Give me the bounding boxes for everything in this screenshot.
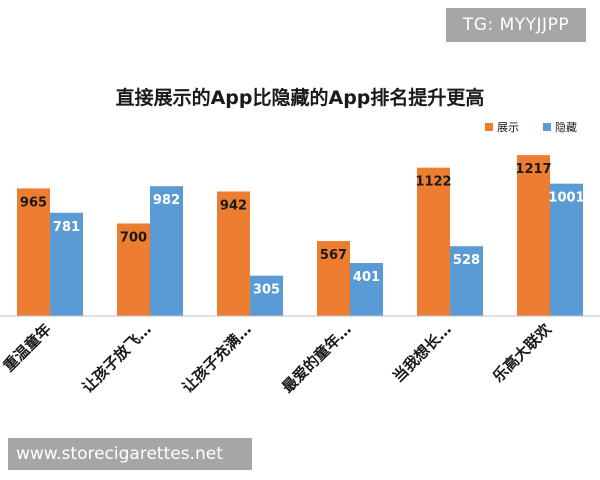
bar-hidden-2 [250,275,283,316]
x-tick-label-0: 重温童年 [0,320,55,375]
bar-value-label: 781 [53,220,80,235]
bar-value-label: 1122 [415,175,451,190]
bar-shown-1 [117,223,150,316]
bar-shown-4 [417,167,450,316]
x-tick-label-1: 让孩子放飞… [78,320,154,396]
bar-shown-5 [517,155,550,316]
bar-hidden-4 [450,246,483,316]
bar-shown-3 [317,241,350,316]
legend-label-1: 隐藏 [555,121,577,134]
bar-value-label: 700 [120,230,147,245]
bar-value-label: 965 [20,195,47,210]
bar-value-label: 567 [320,248,347,263]
bar-value-label: 1217 [515,162,551,177]
watermark-bottom: www.storecigarettes.net [8,438,252,470]
bar-value-label: 401 [353,270,380,285]
x-tick-labels: 重温童年 让孩子放飞… 让孩子充满… 最爱的童年… 当我想长… 乐高大联欢 [0,319,556,396]
x-tick-label-2: 让孩子充满… [178,320,254,396]
bar-hidden-5 [550,183,583,316]
chart-legend: 展示 隐藏 [485,121,577,134]
x-tick-label-4: 当我想长… [389,320,455,386]
bar-value-label: 982 [153,193,180,208]
legend-swatch-0 [485,123,493,131]
legend-swatch-1 [543,123,551,131]
bar-value-label: 1001 [548,191,584,206]
bar-shown-0 [17,188,50,316]
bar-value-label: 305 [253,283,280,298]
bar-shown-2 [217,191,250,316]
bar-hidden-0 [50,212,83,316]
x-tick-label-3: 最爱的童年… [278,320,354,396]
chart-title: 直接展示的App比隐藏的App排名提升更高 [116,86,485,109]
legend-label-0: 展示 [497,121,519,134]
bar-value-label: 528 [453,253,480,268]
bar-hidden-3 [350,262,383,316]
x-tick-label-5: 乐高大联欢 [489,319,555,385]
bars-group: 965 700 942 567 1122 1217 781 982 305 401 528 1001 [17,155,585,316]
bar-value-label: 942 [220,198,247,213]
bar-hidden-1 [150,186,183,316]
watermark-top: TG: MYYJJPP [446,8,586,42]
